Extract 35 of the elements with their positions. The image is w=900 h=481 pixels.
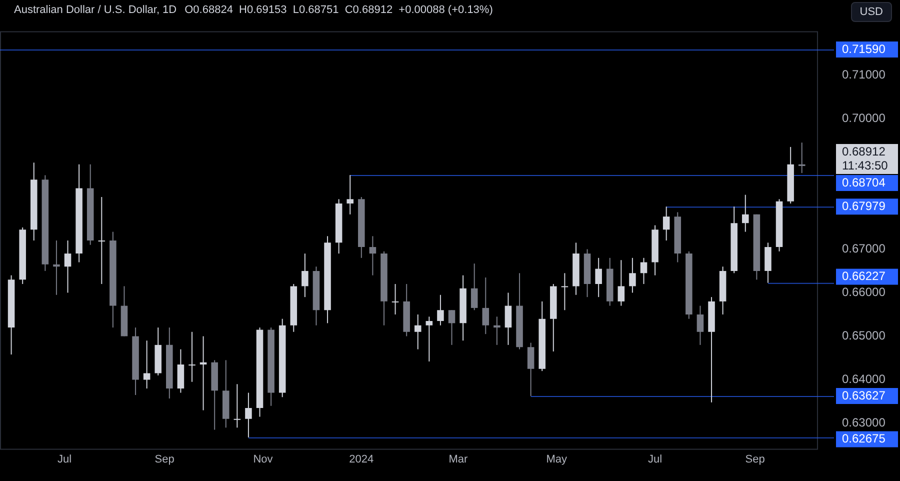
candlestick: [188, 332, 196, 382]
y-tick-label: 0.71000: [842, 67, 886, 82]
text: 11:43:50: [842, 158, 888, 172]
chart-title: Australian Dollar / U.S. Dollar, 1D: [14, 4, 177, 16]
candlestick: [98, 196, 106, 284]
x-tick-label: May: [546, 453, 568, 466]
y-tick-label: 0.66000: [842, 285, 886, 300]
x-tick-label: Mar: [448, 453, 468, 466]
candlestick: [53, 240, 60, 295]
ref-line-label: 0.66227: [842, 269, 886, 284]
y-tick-label: 0.65000: [842, 328, 886, 343]
candlestick: [234, 384, 241, 428]
x-tick-label: Sep: [154, 453, 174, 466]
chart-subtitle: O0.68824 H0.69153 L0.68751 C0.68912 +0.00088 (+0.13%): [184, 4, 493, 16]
y-tick-label: 0.70000: [842, 110, 886, 125]
y-tick-label: 0.63000: [842, 416, 886, 430]
x-tick-label: Jul: [648, 453, 662, 466]
y-tick-label: 0.67000: [842, 242, 886, 256]
x-tick-label: 2024: [349, 453, 374, 466]
x-tick-label: Jul: [58, 453, 72, 466]
y-axis-title: USD: [850, 2, 892, 22]
ref-line-label: 0.68704: [842, 175, 886, 190]
candlestick: [494, 316, 500, 345]
x-tick-label: Sep: [745, 453, 765, 466]
ref-line-label: 0.67979: [842, 198, 886, 213]
candlestick: [798, 142, 806, 174]
y-tick-label: 0.64000: [842, 372, 886, 386]
ref-line-label: 0.71590: [842, 42, 886, 56]
ref-line-label: 0.63627: [842, 388, 886, 402]
text: 0.68912: [842, 144, 886, 158]
candlestick: [426, 316, 433, 362]
candlestick: [561, 273, 568, 310]
x-tick-label: Nov: [253, 453, 274, 466]
candlestick: [392, 284, 399, 314]
ref-line-label: 0.62675: [842, 432, 886, 446]
